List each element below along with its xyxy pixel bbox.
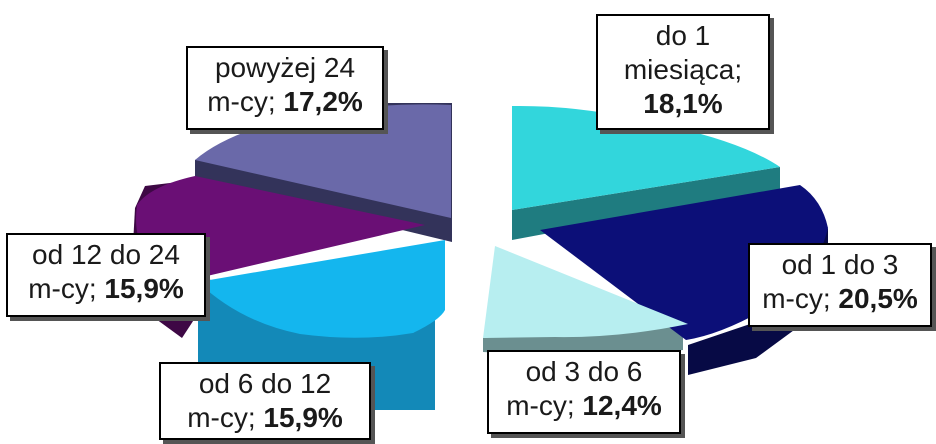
label-line1: od 12 do 24: [32, 239, 180, 270]
label-value: 20,5%: [838, 283, 918, 314]
label-od-1-do-3: od 1 do 3 m-cy; 20,5%: [748, 243, 932, 327]
label-value: 18,1%: [643, 88, 723, 119]
label-line2: m-cy;: [187, 402, 256, 433]
label-od-6-do-12: od 6 do 12 m-cy; 15,9%: [159, 362, 371, 440]
label-value: 17,2%: [283, 86, 363, 117]
label-line1: do 1: [655, 20, 711, 51]
label-line1: powyżej 24: [214, 52, 356, 83]
label-value: 12,4%: [582, 390, 662, 421]
label-line1: od 1 do 3: [781, 249, 899, 280]
label-line1: od 6 do 12: [198, 368, 332, 399]
label-value: 15,9%: [104, 273, 184, 304]
label-line2: miesiąca;: [623, 54, 743, 85]
slice-side-s1: [512, 167, 780, 240]
label-line2: m-cy;: [207, 86, 276, 117]
label-powyzej-24: powyżej 24 m-cy; 17,2%: [186, 46, 384, 130]
label-value: 15,9%: [263, 402, 343, 433]
slice-s4: [198, 240, 445, 338]
label-line2: m-cy;: [28, 273, 97, 304]
slice-s1: [512, 105, 780, 210]
label-od-3-do-6: od 3 do 6 m-cy; 12,4%: [487, 350, 681, 434]
label-line2: m-cy;: [506, 390, 575, 421]
label-od-12-do-24: od 12 do 24 m-cy; 15,9%: [6, 233, 206, 317]
label-do-1-miesiaca: do 1 miesiąca; 18,1%: [596, 14, 770, 130]
label-line2: m-cy;: [762, 283, 831, 314]
slice-s6: [195, 104, 451, 218]
slice-s5: [136, 176, 425, 280]
slice-s3: [483, 246, 688, 338]
label-line1: od 3 do 6: [525, 356, 643, 387]
slice-side-s2: [688, 228, 828, 375]
